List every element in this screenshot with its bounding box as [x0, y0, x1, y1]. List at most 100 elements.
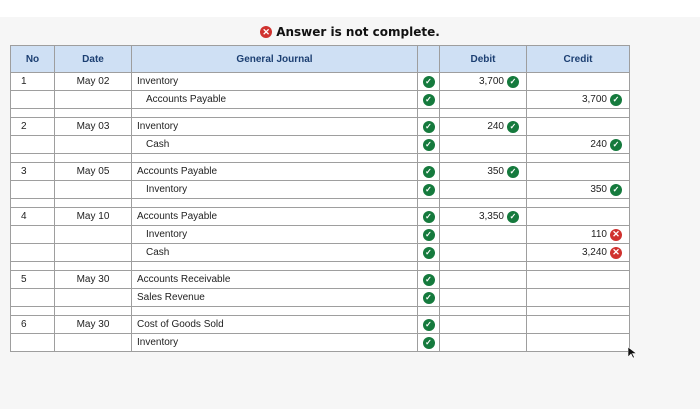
- table-row: Accounts Payable ✓ 3,700 ✓: [10, 90, 630, 109]
- check-circle-icon: ✓: [422, 93, 435, 106]
- entry-date[interactable]: [54, 225, 132, 244]
- credit-amount-value: 240: [590, 139, 607, 150]
- account-title[interactable]: Inventory: [131, 72, 418, 91]
- check-circle-icon: ✓: [610, 138, 622, 151]
- credit-amount[interactable]: [526, 117, 630, 136]
- table-row: Cash ✓ 240 ✓: [10, 135, 630, 154]
- debit-amount[interactable]: 240 ✓: [439, 117, 527, 136]
- credit-amount[interactable]: [526, 270, 630, 289]
- account-status: ✓: [417, 315, 440, 334]
- account-status: ✓: [417, 207, 440, 226]
- entry-date[interactable]: [54, 333, 132, 352]
- debit-amount[interactable]: [439, 90, 527, 109]
- credit-amount[interactable]: [526, 207, 630, 226]
- credit-amount[interactable]: [526, 288, 630, 307]
- debit-amount[interactable]: [439, 270, 527, 289]
- entry-date[interactable]: [54, 288, 132, 307]
- debit-amount[interactable]: 350 ✓: [439, 162, 527, 181]
- account-title[interactable]: Cash: [131, 243, 418, 262]
- credit-amount-value: 110: [591, 229, 607, 240]
- header-date: Date: [54, 45, 132, 73]
- entry-date[interactable]: May 05: [54, 162, 132, 181]
- debit-amount[interactable]: [439, 315, 527, 334]
- entry-number: 5: [10, 270, 55, 289]
- table-row: Inventory ✓ 350 ✓: [10, 180, 630, 199]
- debit-amount[interactable]: 3,350 ✓: [439, 207, 527, 226]
- entry-number: 2: [10, 117, 55, 136]
- entry-date[interactable]: May 30: [54, 315, 132, 334]
- entry-date[interactable]: May 30: [54, 270, 132, 289]
- x-circle-icon: ✕: [610, 228, 622, 241]
- account-title[interactable]: Inventory: [131, 225, 418, 244]
- credit-amount[interactable]: 110 ✕: [526, 225, 630, 244]
- debit-amount-value: 3,700: [478, 76, 504, 87]
- check-circle-icon: ✓: [507, 75, 519, 88]
- table-gap-row: [10, 261, 630, 271]
- entry-date[interactable]: May 03: [54, 117, 132, 136]
- header-credit: Credit: [526, 45, 630, 73]
- debit-amount[interactable]: [439, 135, 527, 154]
- debit-amount-value: 350: [487, 166, 504, 177]
- table-row: 1 May 02 Inventory ✓ 3,700 ✓: [10, 72, 630, 91]
- header-status: [417, 45, 440, 73]
- account-status: ✓: [417, 243, 440, 262]
- account-status: ✓: [417, 225, 440, 244]
- debit-amount[interactable]: [439, 333, 527, 352]
- entry-number: [10, 180, 55, 199]
- check-circle-icon: ✓: [422, 165, 435, 178]
- entry-date[interactable]: May 10: [54, 207, 132, 226]
- entry-date[interactable]: [54, 135, 132, 154]
- table-row: Sales Revenue ✓: [10, 288, 630, 307]
- credit-amount[interactable]: [526, 162, 630, 181]
- debit-amount[interactable]: 3,700 ✓: [439, 72, 527, 91]
- account-title[interactable]: Cash: [131, 135, 418, 154]
- entry-number: [10, 135, 55, 154]
- debit-amount[interactable]: [439, 243, 527, 262]
- credit-amount-value: 3,700: [581, 94, 607, 105]
- credit-amount[interactable]: 350 ✓: [526, 180, 630, 199]
- account-title[interactable]: Accounts Payable: [131, 90, 418, 109]
- credit-amount[interactable]: [526, 315, 630, 334]
- credit-amount[interactable]: 3,700 ✓: [526, 90, 630, 109]
- credit-amount-value: 350: [590, 184, 607, 195]
- credit-amount[interactable]: [526, 72, 630, 91]
- check-circle-icon: ✓: [422, 120, 435, 133]
- check-circle-icon: ✓: [610, 183, 622, 196]
- header-account: General Journal: [131, 45, 418, 73]
- account-title[interactable]: Inventory: [131, 180, 418, 199]
- entry-number: 3: [10, 162, 55, 181]
- table-row: 4 May 10 Accounts Payable ✓ 3,350 ✓: [10, 207, 630, 226]
- account-status: ✓: [417, 333, 440, 352]
- account-title[interactable]: Accounts Receivable: [131, 270, 418, 289]
- table-row: Inventory ✓ 110 ✕: [10, 225, 630, 244]
- table-row: Cash ✓ 3,240 ✕: [10, 243, 630, 262]
- account-title[interactable]: Inventory: [131, 117, 418, 136]
- account-title[interactable]: Accounts Payable: [131, 162, 418, 181]
- account-title[interactable]: Accounts Payable: [131, 207, 418, 226]
- credit-amount[interactable]: 3,240 ✕: [526, 243, 630, 262]
- table-row: 6 May 30 Cost of Goods Sold ✓: [10, 315, 630, 334]
- debit-amount[interactable]: [439, 225, 527, 244]
- top-bar: [0, 0, 700, 17]
- debit-amount[interactable]: [439, 288, 527, 307]
- account-title[interactable]: Sales Revenue: [131, 288, 418, 307]
- debit-amount-value: 3,350: [478, 211, 504, 222]
- table-row: 5 May 30 Accounts Receivable ✓: [10, 270, 630, 289]
- entry-date[interactable]: [54, 243, 132, 262]
- account-title[interactable]: Cost of Goods Sold: [131, 315, 418, 334]
- entry-number: [10, 243, 55, 262]
- check-circle-icon: ✓: [507, 165, 519, 178]
- credit-amount[interactable]: 240 ✓: [526, 135, 630, 154]
- entry-date[interactable]: [54, 180, 132, 199]
- status-banner: ✕ Answer is not complete.: [0, 20, 700, 44]
- entry-date[interactable]: May 02: [54, 72, 132, 91]
- credit-amount[interactable]: [526, 333, 630, 352]
- account-status: ✓: [417, 117, 440, 136]
- general-journal-table: No Date General Journal Debit Credit 1 Ma…: [10, 45, 630, 352]
- account-title[interactable]: Inventory: [131, 333, 418, 352]
- entry-date[interactable]: [54, 90, 132, 109]
- table-header-row: No Date General Journal Debit Credit: [10, 45, 630, 73]
- entry-number: 6: [10, 315, 55, 334]
- debit-amount[interactable]: [439, 180, 527, 199]
- check-circle-icon: ✓: [422, 210, 435, 223]
